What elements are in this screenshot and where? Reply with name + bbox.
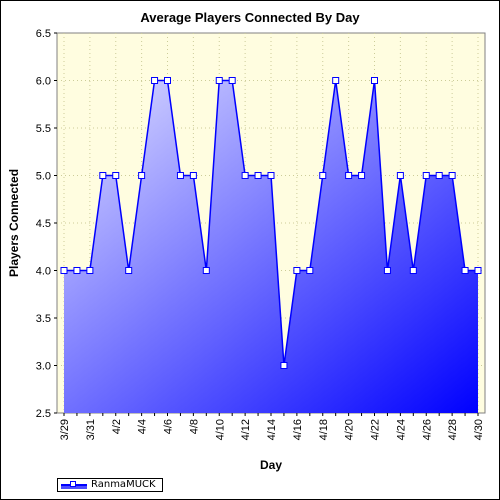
y-tick-label: 5.0	[36, 171, 51, 183]
data-point-4-13	[254, 172, 262, 179]
x-axis-ticks: 3/29 3/31 4/2 4/4 4/6 4/8 4/10 4/12 4/14 4/16 4/18…	[59, 413, 485, 440]
data-point-4-26	[422, 172, 430, 179]
x-tick-label: 4/24	[395, 419, 407, 440]
x-tick-label: 4/26	[421, 419, 433, 440]
data-point-4-20	[345, 172, 353, 179]
y-tick-label: 5.5	[36, 123, 51, 135]
data-point-4-11	[228, 77, 236, 84]
data-point-4-5	[151, 77, 159, 84]
series-area	[64, 80, 478, 413]
x-tick-label: 4/22	[370, 419, 382, 440]
data-point-4-17	[306, 267, 314, 274]
x-tick-label: 4/30	[473, 419, 485, 440]
x-tick-label: 4/8	[188, 419, 200, 434]
x-tick-label: 4/28	[447, 419, 459, 440]
y-axis-ticks: 2.5 3.0 3.5 4.0 4.5 5.0 5.5 6.0 6.5	[36, 28, 57, 420]
data-point-3-31	[86, 267, 94, 274]
x-tick-label: 4/4	[137, 419, 149, 434]
x-tick-label: 4/2	[111, 419, 123, 434]
data-point-4-2	[112, 172, 120, 179]
data-point-4-22	[371, 77, 378, 84]
data-point-4-12	[241, 172, 249, 179]
marker-layer	[60, 77, 482, 369]
data-point-4-6	[164, 77, 171, 84]
y-tick-label: 4.5	[36, 218, 51, 230]
y-tick-label: 3.5	[36, 313, 51, 325]
y-tick-label: 3.0	[36, 361, 51, 373]
data-point-4-30	[474, 267, 482, 274]
data-point-4-23	[383, 267, 391, 274]
data-point-4-3	[125, 267, 133, 274]
x-tick-label: 4/18	[318, 419, 330, 440]
data-point-4-15	[280, 362, 288, 369]
legend: RanmaMUCK	[57, 478, 163, 492]
data-point-4-25	[409, 267, 417, 274]
x-tick-label: 3/31	[85, 419, 97, 440]
legend-swatch	[61, 480, 87, 490]
x-tick-label: 4/6	[163, 419, 175, 434]
x-tick-label: 4/20	[344, 419, 356, 440]
x-tick-label: 4/16	[292, 419, 304, 440]
data-point-4-16	[293, 267, 301, 274]
y-tick-label: 2.5	[36, 408, 51, 420]
data-point-4-14	[267, 172, 275, 179]
chart-title: Average Players Connected By Day	[140, 10, 360, 25]
data-point-4-7	[176, 172, 184, 179]
y-tick-label: 4.0	[36, 266, 51, 278]
data-point-4-19	[332, 77, 340, 84]
data-point-4-9	[202, 267, 210, 274]
data-point-4-8	[189, 172, 197, 179]
x-tick-label: 4/12	[240, 419, 252, 440]
data-point-4-28	[448, 172, 456, 179]
x-tick-label: 4/10	[214, 419, 226, 440]
data-point-4-1	[99, 172, 107, 179]
x-axis-label: Day	[260, 458, 282, 472]
data-point-4-18	[319, 172, 327, 179]
data-point-4-4	[138, 172, 146, 179]
data-point-4-10	[215, 77, 223, 84]
data-point-4-21	[358, 172, 366, 179]
data-point-4-24	[396, 172, 404, 179]
x-tick-label: 4/14	[266, 419, 278, 440]
x-tick-label: 3/29	[59, 419, 71, 440]
data-point-3-29	[60, 267, 68, 274]
y-tick-label: 6.0	[36, 76, 51, 88]
data-point-4-27	[435, 172, 443, 179]
data-point-3-30	[73, 267, 81, 274]
y-tick-label: 6.5	[36, 28, 51, 40]
data-point-4-29	[461, 267, 469, 274]
legend-label: RanmaMUCK	[91, 479, 156, 490]
y-axis-label: Players Connected	[7, 169, 21, 277]
